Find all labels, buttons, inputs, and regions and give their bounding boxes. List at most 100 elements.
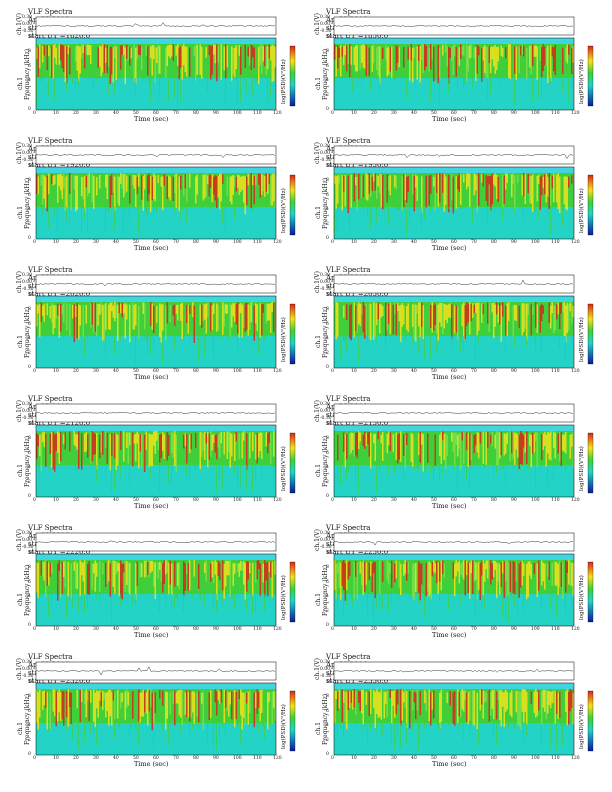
spectrogram-streak <box>464 305 466 340</box>
spectrogram-lower-streak <box>72 594 73 609</box>
spectrogram-streak <box>105 174 107 188</box>
spectrogram-lower-streak <box>219 594 220 599</box>
spectrogram-streak <box>243 46 245 69</box>
spectrogram-streak <box>514 175 516 212</box>
spectrogram-streak <box>192 175 194 196</box>
spectrogram-streak <box>223 689 225 723</box>
spectrogram-streak <box>238 44 240 56</box>
spectrogram-streak <box>409 47 411 81</box>
spectrogram-streak <box>42 561 44 577</box>
spectrogram-streak <box>416 689 418 711</box>
spectrogram-streak <box>169 44 171 59</box>
spectrogram-streak <box>434 175 436 211</box>
spectrogram-streak <box>187 46 189 64</box>
spectrogram-lower-streak <box>216 594 217 613</box>
spectrogram-streak <box>532 563 534 584</box>
colorbar-label: log(PSD)(V²/Hz) <box>281 59 287 104</box>
spectrogram-streak <box>443 304 445 329</box>
spectrogram-streak <box>391 305 393 316</box>
spectrogram-streak <box>79 46 81 74</box>
spectrogram-streak <box>162 431 164 451</box>
spectrogram-streak <box>250 44 252 70</box>
freq-tick-label: 0 <box>28 494 31 499</box>
spectrogram-streak <box>58 689 60 713</box>
spectrogram-streak <box>430 304 432 328</box>
title-vlf: VLF Spectra <box>28 524 73 532</box>
spectrogram-streak <box>491 46 493 60</box>
title-start-ut: start UT =1820:0 <box>28 32 91 40</box>
spectrogram-streak <box>497 46 499 62</box>
spectrogram-streak <box>506 692 508 710</box>
spectrogram-lower-streak <box>463 336 464 351</box>
spectrogram-streak <box>421 302 423 327</box>
spectrogram-streak <box>359 691 361 711</box>
spectrogram-streak <box>512 561 514 594</box>
spectrogram-streak <box>541 434 543 461</box>
spectrogram-streak <box>506 303 508 337</box>
spectrogram-streak <box>352 302 354 316</box>
spectrogram-streak <box>347 304 349 325</box>
time-tick-label: 30 <box>391 369 397 374</box>
spectrogram-streak <box>79 560 81 597</box>
spectrogram-streak <box>211 305 213 331</box>
spectrogram-streak <box>165 691 167 730</box>
spectrogram-streak <box>109 689 111 717</box>
spectrogram-streak <box>569 689 571 712</box>
spectrogram-streak <box>452 304 454 329</box>
spectrogram-streak <box>267 692 269 730</box>
spectrogram-streak <box>94 176 96 192</box>
spectrogram-streak <box>43 175 45 199</box>
spectrogram-streak <box>201 304 203 328</box>
spectrogram-streak <box>103 560 105 576</box>
spectrogram-panel: VLF SpectraApr22'2010station=KAGstart UT… <box>312 266 612 390</box>
spectrogram-streak <box>409 432 411 445</box>
spectrogram-lower-streak <box>466 465 467 481</box>
spectrogram-streak <box>237 302 239 334</box>
time-tick-label: 80 <box>491 498 497 503</box>
spectrogram-streak <box>355 305 357 331</box>
spectrogram-streak <box>487 46 489 80</box>
spectrogram-lower-streak <box>168 78 169 102</box>
spectrogram-streak <box>261 689 263 713</box>
spectrogram-streak <box>219 433 221 458</box>
spectrogram-streak <box>109 302 111 330</box>
spectrogram-lower-streak <box>54 723 55 725</box>
freq-tick-label: 4 <box>28 465 31 471</box>
spectrogram-streak <box>359 174 361 203</box>
spectrogram-streak <box>232 302 234 317</box>
spectrogram-lower-streak <box>69 207 70 228</box>
spectrogram-streak <box>442 560 444 575</box>
spectrogram-streak <box>533 304 535 338</box>
spectrogram-streak <box>64 432 66 450</box>
spectrogram-streak <box>118 690 120 728</box>
spectrogram-streak <box>407 46 409 60</box>
spectrogram-lower-streak <box>180 207 181 220</box>
freq-tick-label: 2 <box>326 479 329 485</box>
spectrogram-streak <box>255 303 257 324</box>
spectrogram-streak <box>356 432 358 459</box>
spectrogram-streak <box>99 561 101 593</box>
spectrogram-streak <box>264 692 266 710</box>
spectrogram-streak <box>60 303 62 332</box>
spectrogram-streak <box>147 175 149 202</box>
time-tick-label: 100 <box>531 627 540 632</box>
spectrogram-streak <box>169 304 171 323</box>
x-axis-label: Time (sec) <box>134 502 169 510</box>
spectrogram-streak <box>267 303 269 321</box>
top-trace-line <box>333 412 574 414</box>
spectrogram-streak <box>225 560 227 587</box>
spectrogram-streak <box>165 47 167 78</box>
spectrogram-streak <box>538 45 540 77</box>
spectrogram-streak <box>103 175 105 194</box>
spectrogram-streak <box>389 563 391 574</box>
time-tick-label: 60 <box>451 240 457 245</box>
spectrogram-streak <box>178 431 180 464</box>
spectrogram-streak <box>401 175 403 211</box>
spectrogram-streak <box>135 175 137 207</box>
spectrogram-streak <box>472 303 474 318</box>
spectrogram-streak <box>243 431 245 441</box>
spectrogram-streak <box>199 690 201 704</box>
spectrogram-streak <box>341 304 343 322</box>
spectrogram-streak <box>350 46 352 65</box>
spectrogram-streak <box>455 689 457 701</box>
